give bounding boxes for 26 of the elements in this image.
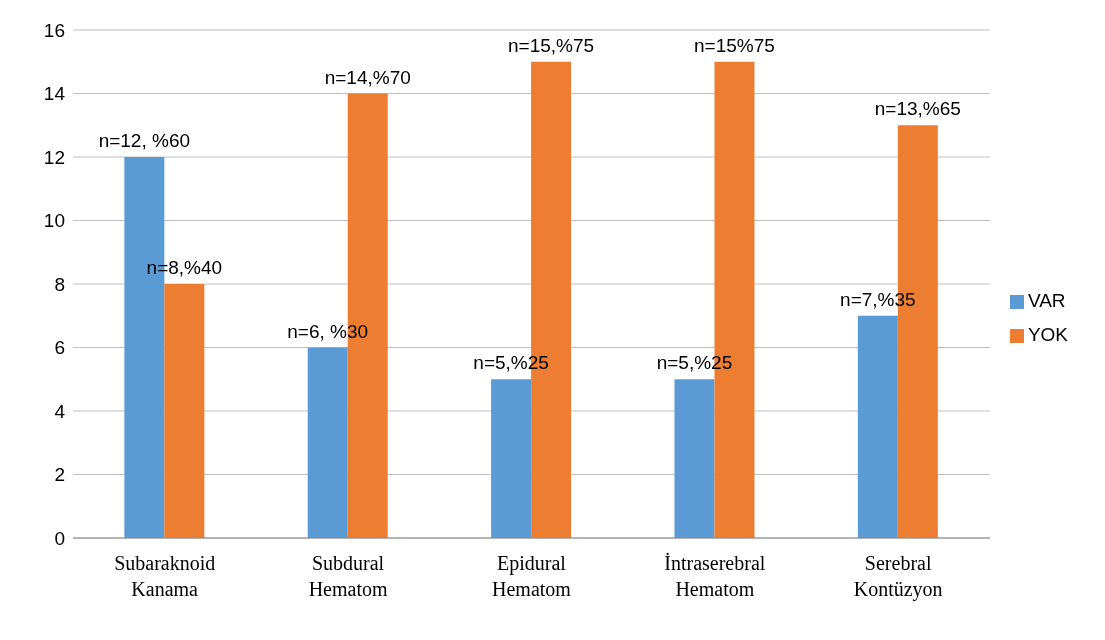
y-tick-label: 2 — [54, 464, 65, 486]
data-label: n=15,%75 — [508, 34, 595, 56]
bar — [164, 284, 205, 538]
bar — [491, 379, 532, 538]
y-tick-label: 4 — [54, 400, 66, 422]
x-tick-label: Serebral Kontüzyon — [853, 552, 943, 601]
bar — [857, 315, 898, 538]
y-tick-label: 0 — [54, 527, 65, 549]
x-tick-label: İntraserebral Hematom — [664, 552, 766, 600]
y-tick-label: 6 — [54, 337, 65, 359]
data-label: n=14,%70 — [324, 66, 411, 88]
data-label: n=15%75 — [694, 34, 775, 56]
y-tick-label: 10 — [43, 210, 65, 232]
y-tick-label: 14 — [43, 83, 66, 105]
legend-label: YOK — [1027, 324, 1068, 345]
x-tick-label: Subaraknoid Kanama — [114, 552, 216, 600]
y-tick-label: 8 — [54, 273, 65, 295]
x-tick-label: Epidural Hematom — [492, 552, 572, 600]
legend-label: VAR — [1027, 290, 1066, 311]
data-label: n=13,%65 — [874, 98, 961, 120]
x-tick-label: Subdural Hematom — [308, 552, 388, 600]
data-label: n=12, %60 — [98, 130, 191, 151]
y-tick-label: 16 — [43, 19, 65, 41]
y-tick-label: 12 — [43, 146, 65, 168]
bar — [674, 379, 715, 538]
bar — [307, 347, 348, 538]
